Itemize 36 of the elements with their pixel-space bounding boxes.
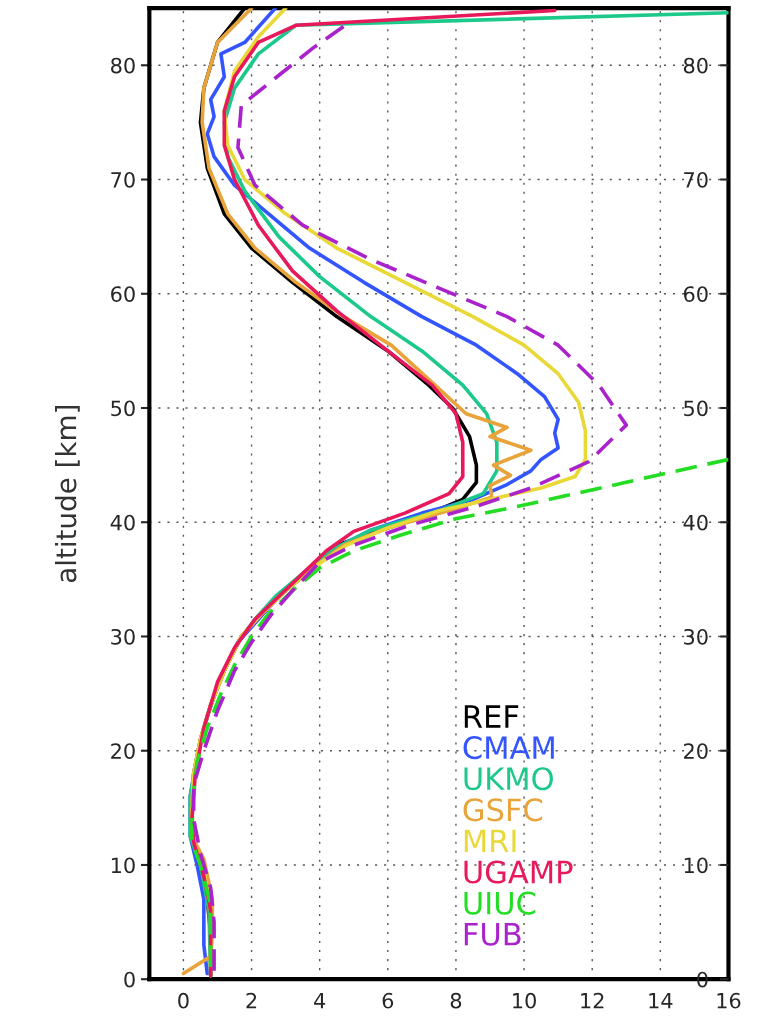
x-tick-label: 16: [717, 992, 741, 1009]
y-tick-label: 60: [111, 286, 135, 302]
y-tick-label: 30: [111, 628, 135, 645]
y2-tick-label: 70: [684, 171, 708, 188]
text: UKMO: [464, 767, 553, 791]
y2-tick-label: 10: [684, 857, 708, 874]
y2-tick-label: 50: [684, 400, 708, 417]
x-tick-label: 12: [581, 992, 604, 1009]
y2-tick-label: 60: [683, 286, 708, 302]
x-tick-label: 2: [246, 992, 257, 1009]
x-tick-label: 4: [314, 993, 326, 1009]
x-tick-label: 6: [382, 992, 394, 1009]
text: UIUC: [464, 891, 536, 915]
x-tick-label: 8: [450, 992, 462, 1009]
x-tick-label: 0: [178, 992, 189, 1009]
y-tick-label: 50: [111, 400, 135, 417]
y-tick-label: 10: [111, 857, 135, 874]
y2-tick-label: 40: [683, 514, 708, 531]
y2-tick-label: 30: [684, 628, 708, 645]
y-axis-title: altitude [km]: [54, 405, 80, 583]
y2-tick-label: 80: [683, 57, 708, 74]
text: UGAMP: [464, 860, 573, 884]
y-tick-label: 80: [111, 57, 135, 74]
text: GSFC: [463, 798, 543, 822]
x-tick-label: 10: [513, 992, 536, 1009]
text: REF: [464, 705, 519, 728]
x-tick-label: 14: [649, 993, 673, 1009]
text: CMAM: [463, 736, 554, 760]
text: MRI: [464, 829, 516, 853]
text: FUB: [464, 923, 521, 946]
y-tick-label: 40: [110, 514, 135, 531]
y-tick-label: 70: [111, 171, 135, 188]
y2-tick-label: 20: [684, 743, 708, 759]
y2-tick-label: 0: [697, 971, 708, 988]
y-tick-label: 20: [111, 743, 135, 759]
y-tick-label: 0: [124, 971, 135, 988]
